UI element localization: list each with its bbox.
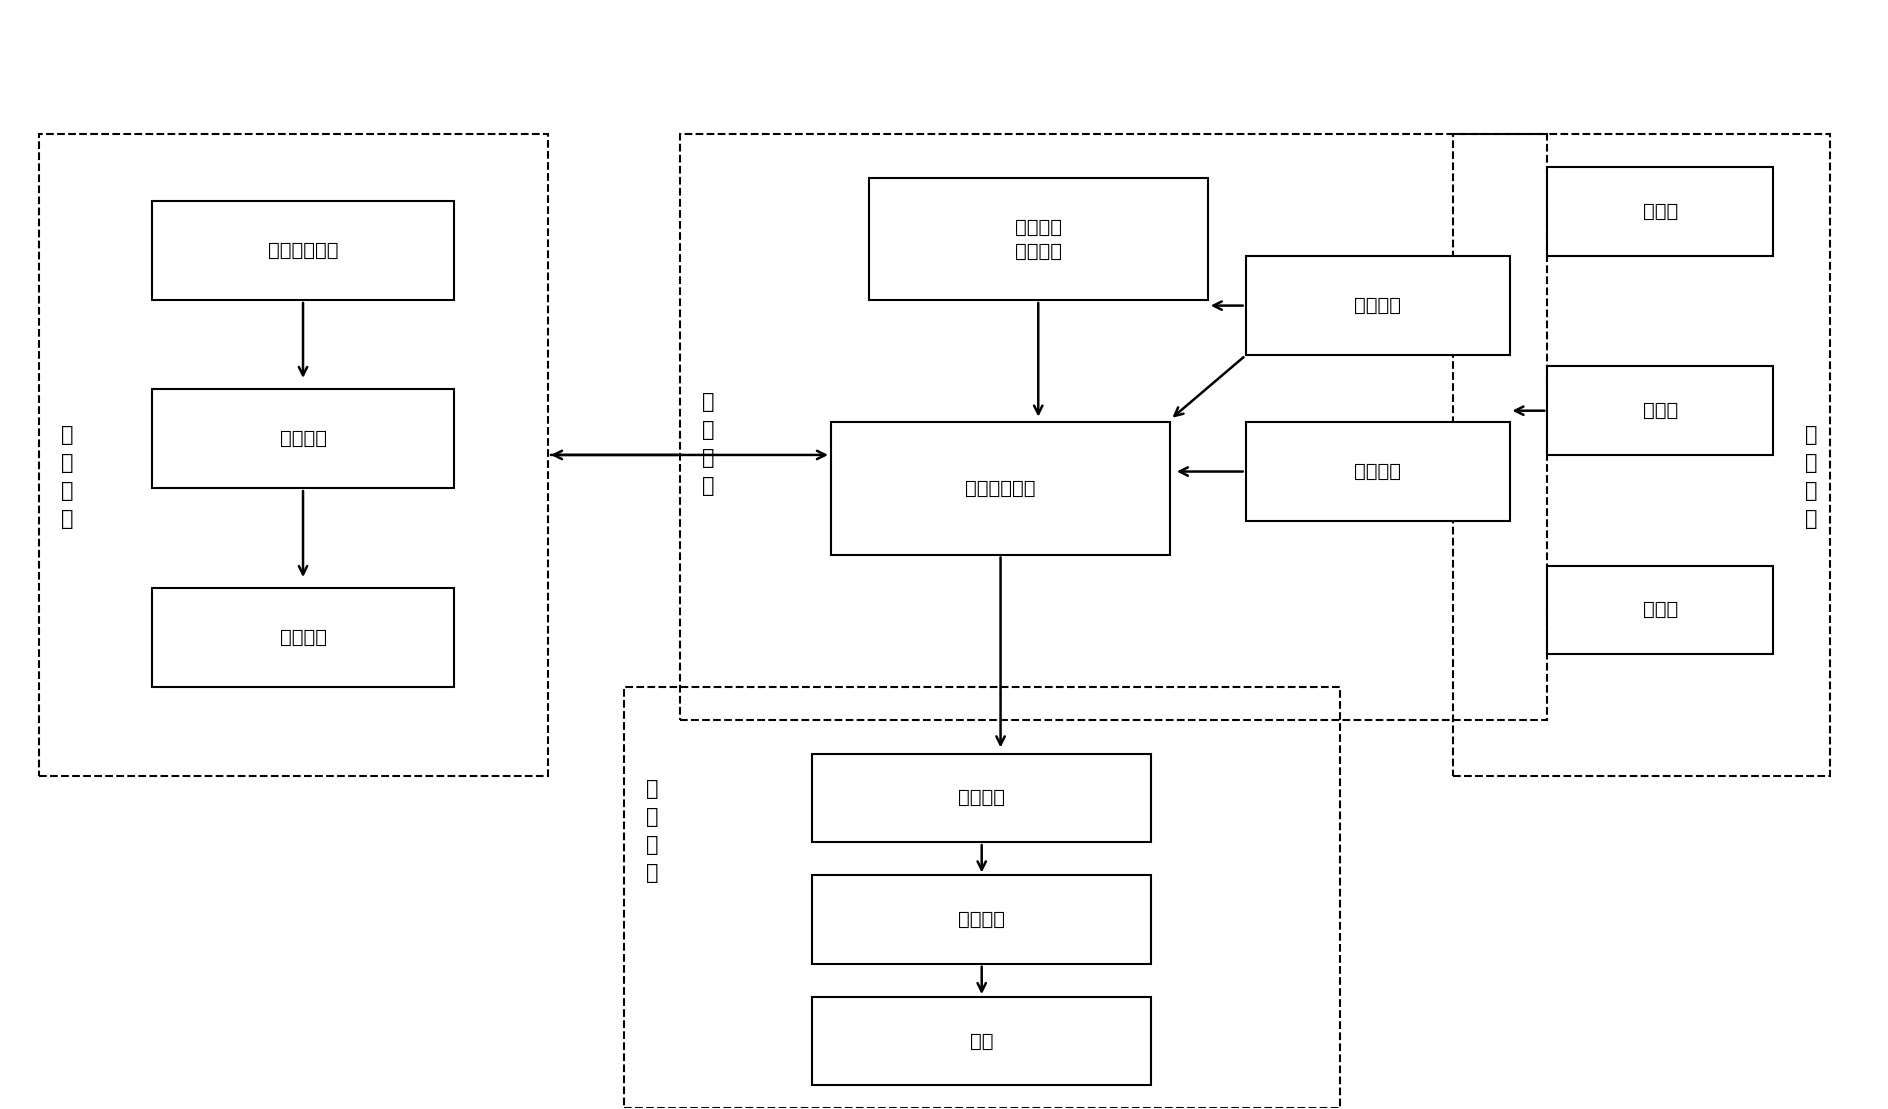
Text: 用户: 用户 — [970, 1031, 993, 1050]
FancyBboxPatch shape — [1548, 167, 1773, 256]
FancyBboxPatch shape — [153, 201, 453, 301]
FancyBboxPatch shape — [831, 421, 1171, 554]
Text: 规则库: 规则库 — [1643, 401, 1678, 420]
FancyBboxPatch shape — [812, 754, 1152, 842]
Text: 灰度模型: 灰度模型 — [279, 429, 327, 448]
FancyBboxPatch shape — [812, 997, 1152, 1086]
FancyBboxPatch shape — [1246, 421, 1510, 521]
Text: 结
果
显
示: 结 果 显 示 — [646, 779, 659, 883]
FancyBboxPatch shape — [812, 875, 1152, 964]
FancyBboxPatch shape — [153, 588, 453, 688]
Text: 状态预测: 状态预测 — [279, 628, 327, 647]
Text: 征兆库: 征兆库 — [1643, 202, 1678, 221]
Text: 结论库: 结论库 — [1643, 600, 1678, 619]
Text: 故障推理模块: 故障推理模块 — [965, 479, 1037, 498]
Text: 灰
度
预
测: 灰 度 预 测 — [60, 425, 74, 529]
Text: 人机界面: 人机界面 — [959, 910, 1004, 929]
FancyBboxPatch shape — [1246, 256, 1510, 355]
FancyBboxPatch shape — [868, 179, 1208, 301]
Text: 测点数据采集: 测点数据采集 — [268, 241, 338, 260]
FancyBboxPatch shape — [153, 388, 453, 488]
Text: 专
家
推
理: 专 家 推 理 — [702, 391, 714, 496]
FancyBboxPatch shape — [1548, 566, 1773, 654]
FancyBboxPatch shape — [1548, 366, 1773, 455]
Text: 黑板生成: 黑板生成 — [1354, 462, 1401, 481]
Text: 知
识
管
理: 知 识 管 理 — [1805, 425, 1818, 529]
Text: 测点信息
生成模块: 测点信息 生成模块 — [1014, 218, 1061, 261]
Text: 知识载入: 知识载入 — [1354, 296, 1401, 315]
Text: 解释机制: 解释机制 — [959, 788, 1004, 807]
